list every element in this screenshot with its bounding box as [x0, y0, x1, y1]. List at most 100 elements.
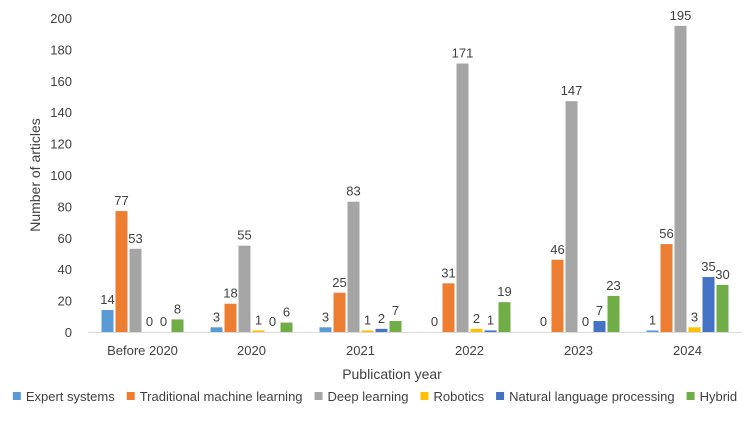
bar — [660, 244, 673, 332]
data-label: 171 — [452, 46, 474, 61]
x-tick-label: Before 2020 — [107, 343, 178, 358]
legend-label: Hybrid — [700, 389, 738, 404]
data-label: 2 — [473, 311, 480, 326]
bar — [210, 327, 223, 332]
x-tick-label: 2024 — [673, 343, 702, 358]
bar — [674, 25, 687, 332]
data-label: 0 — [269, 314, 276, 329]
bar — [607, 295, 620, 332]
data-label: 1 — [649, 312, 656, 327]
x-tick-label: 2022 — [455, 343, 484, 358]
data-label: 8 — [174, 301, 181, 316]
y-tick-label: 160 — [50, 74, 72, 89]
data-label: 195 — [670, 8, 692, 23]
legend-swatch — [314, 392, 323, 400]
data-label: 3 — [691, 309, 698, 324]
legend-swatch — [496, 392, 505, 400]
bar — [470, 328, 483, 332]
bar — [484, 330, 497, 332]
bar — [319, 327, 332, 332]
y-axis-ticks: 0 20 40 60 80 100 120 140 160 180 200 — [50, 11, 72, 340]
data-label: 83 — [346, 184, 360, 199]
bar — [224, 303, 237, 332]
data-label: 0 — [431, 314, 438, 329]
bar — [688, 327, 701, 332]
data-label: 46 — [550, 242, 564, 257]
bar — [280, 322, 293, 332]
bar — [498, 302, 511, 332]
data-label: 3 — [322, 309, 329, 324]
bar — [565, 101, 578, 333]
data-label: 19 — [497, 284, 511, 299]
data-label: 1 — [487, 312, 494, 327]
bar — [101, 310, 114, 332]
data-label: 55 — [237, 228, 251, 243]
bar — [129, 248, 142, 332]
legend-swatch — [126, 392, 135, 400]
bar — [238, 245, 251, 332]
bars — [101, 25, 729, 333]
data-label: 7 — [596, 303, 603, 318]
y-tick-label: 100 — [50, 168, 72, 183]
bar — [333, 292, 346, 332]
x-tick-label: 2020 — [237, 343, 266, 358]
bar — [375, 328, 388, 332]
bar — [716, 284, 729, 332]
x-axis-ticks: Before 2020 2020 2021 2022 2023 2024 — [107, 343, 702, 358]
data-label: 0 — [146, 314, 153, 329]
data-label: 23 — [606, 278, 620, 293]
y-tick-label: 120 — [50, 137, 72, 152]
data-label: 35 — [701, 259, 715, 274]
y-tick-label: 0 — [65, 325, 72, 340]
data-label: 1 — [255, 312, 262, 327]
bar — [702, 277, 715, 332]
x-axis-title: Publication year — [342, 366, 442, 382]
y-tick-label: 20 — [58, 294, 72, 309]
data-label: 18 — [223, 286, 237, 301]
y-tick-label: 140 — [50, 105, 72, 120]
bar — [115, 211, 128, 332]
data-label: 0 — [160, 314, 167, 329]
x-tick-label: 2021 — [346, 343, 375, 358]
bar — [442, 283, 455, 332]
bar — [347, 201, 360, 332]
data-label: 6 — [283, 305, 290, 320]
legend-label: Traditional machine learning — [140, 389, 303, 404]
data-label: 147 — [561, 83, 583, 98]
data-label: 14 — [100, 292, 114, 307]
data-label: 3 — [213, 309, 220, 324]
data-label: 7 — [392, 303, 399, 318]
data-label: 1 — [364, 312, 371, 327]
y-tick-label: 200 — [50, 11, 72, 26]
bar — [646, 330, 659, 332]
bar — [171, 319, 184, 332]
y-tick-label: 40 — [58, 262, 72, 277]
y-axis-title: Number of articles — [27, 118, 43, 232]
data-label: 56 — [659, 226, 673, 241]
y-tick-label: 80 — [58, 199, 72, 214]
bar — [252, 330, 265, 332]
bar — [551, 259, 564, 332]
legend-swatch — [686, 392, 695, 400]
data-label: 2 — [378, 311, 385, 326]
data-label: 0 — [582, 314, 589, 329]
data-label: 0 — [540, 314, 547, 329]
legend-label: Robotics — [434, 389, 485, 404]
legend-label: Natural language processing — [509, 389, 675, 404]
data-label: 53 — [128, 231, 142, 246]
legend-label: Expert systems — [26, 389, 115, 404]
legend-swatch — [420, 392, 429, 400]
y-tick-label: 60 — [58, 231, 72, 246]
y-tick-label: 180 — [50, 42, 72, 57]
bar — [389, 321, 402, 332]
bar — [361, 330, 374, 332]
data-label: 30 — [715, 267, 729, 282]
data-label: 25 — [332, 275, 346, 290]
legend-swatch — [12, 392, 21, 400]
data-label: 31 — [441, 265, 455, 280]
legend-label: Deep learning — [328, 389, 409, 404]
bar — [456, 63, 469, 332]
